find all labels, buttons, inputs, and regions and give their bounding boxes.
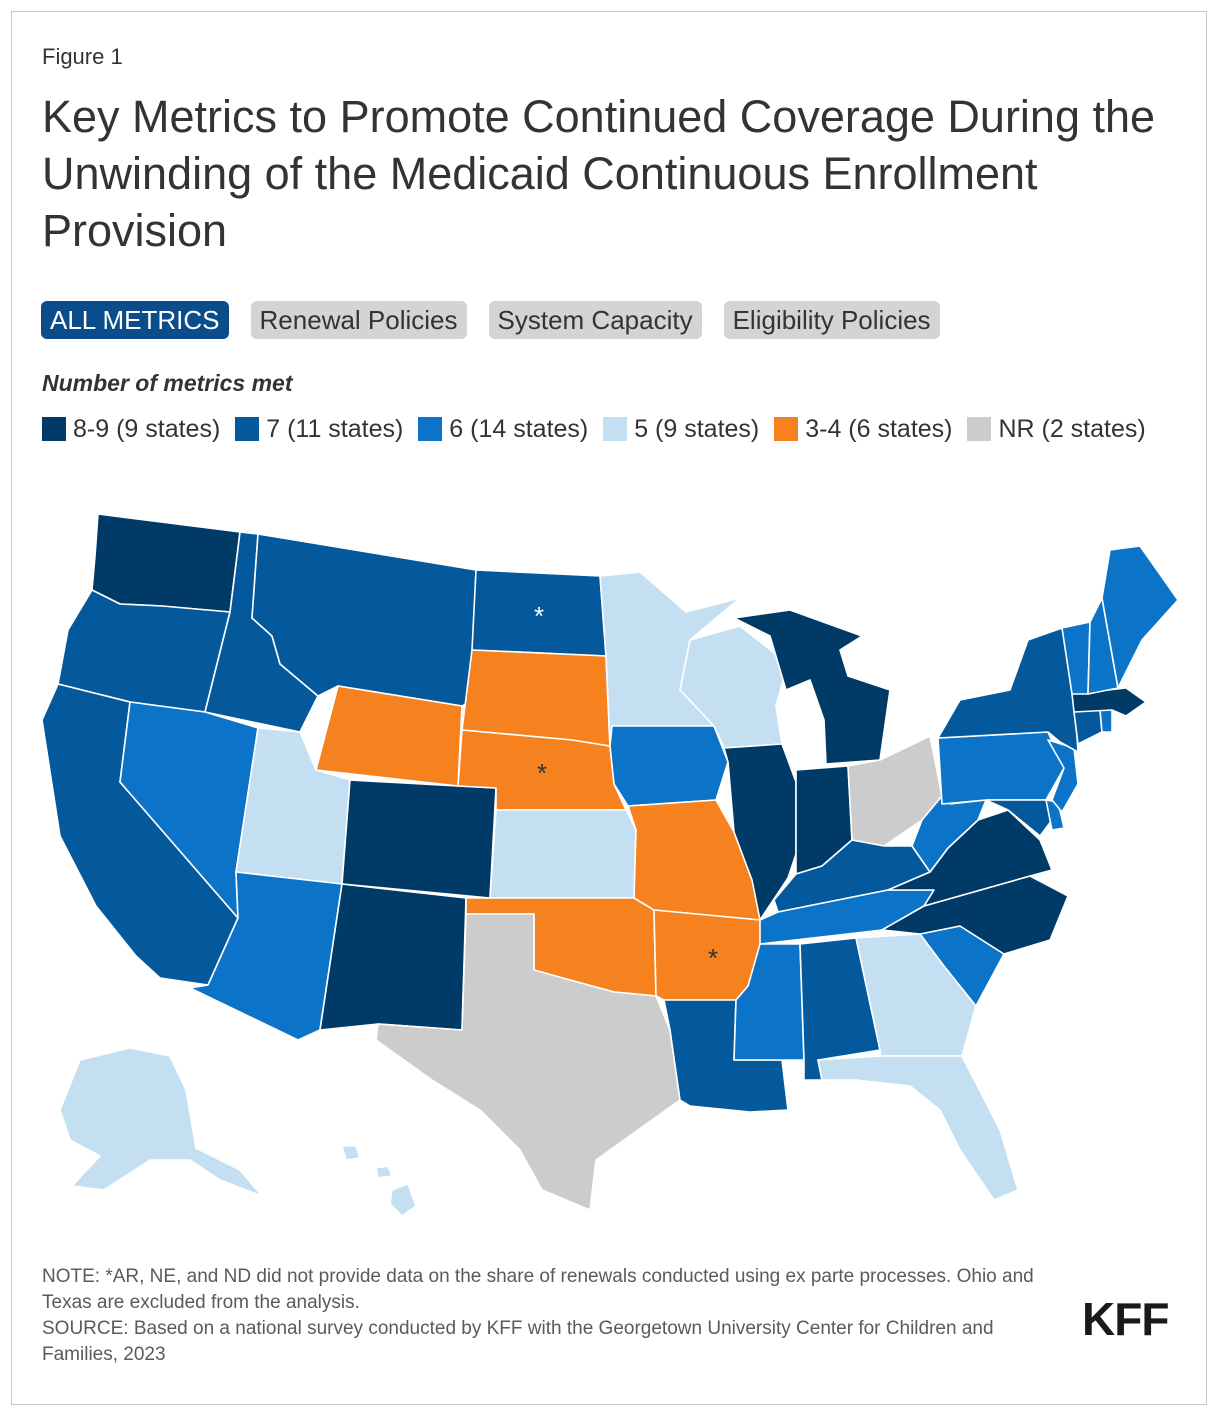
legend-label: 6 (14 states) xyxy=(449,415,589,443)
figure-label: Figure 1 xyxy=(42,44,123,69)
state-md[interactable] xyxy=(985,799,1053,837)
legend-label: 3-4 (6 states) xyxy=(805,415,953,443)
legend-swatch xyxy=(235,417,260,441)
legend-label: NR (2 states) xyxy=(998,415,1146,443)
asterisk-nd: * xyxy=(534,601,544,631)
state-me[interactable] xyxy=(1101,545,1179,689)
state-hi[interactable] xyxy=(389,1183,417,1217)
state-pa[interactable] xyxy=(937,731,1065,805)
tab-system-capacity[interactable]: System Capacity xyxy=(488,301,702,339)
state-ia[interactable] xyxy=(609,725,729,807)
legend-label: 8-9 (9 states) xyxy=(73,415,221,443)
legend: 8-9 (9 states) 7 (11 states) 6 (14 state… xyxy=(42,410,1182,448)
state-nm[interactable] xyxy=(319,883,467,1031)
tab-renewal-policies[interactable]: Renewal Policies xyxy=(250,301,467,339)
legend-swatch xyxy=(967,417,992,441)
legend-swatch xyxy=(418,417,443,441)
legend-item: 8-9 (9 states) xyxy=(42,415,220,443)
asterisk-ar: * xyxy=(708,943,718,973)
note-text: NOTE: *AR, NE, and ND did not provide da… xyxy=(42,1266,1034,1313)
state-co[interactable] xyxy=(341,779,497,899)
legend-swatch xyxy=(603,417,628,441)
footer-notes: NOTE: *AR, NE, and ND did not provide da… xyxy=(42,1264,1042,1368)
state-ks[interactable] xyxy=(489,809,637,899)
state-ma[interactable] xyxy=(1071,687,1147,717)
asterisk-ne: * xyxy=(537,758,547,788)
state-ny[interactable] xyxy=(937,627,1079,753)
legend-item: 3-4 (6 states) xyxy=(774,415,953,443)
tab-all-metrics[interactable]: ALL METRICS xyxy=(41,301,229,339)
tab-eligibility-policies[interactable]: Eligibility Policies xyxy=(723,301,940,339)
state-fl[interactable] xyxy=(817,1055,1019,1201)
metric-tabs: ALL METRICS Renewal Policies System Capa… xyxy=(41,301,940,339)
state-ak[interactable] xyxy=(59,1047,263,1197)
legend-swatch xyxy=(42,417,66,441)
state-hi[interactable] xyxy=(375,1165,393,1179)
legend-title: Number of metrics met xyxy=(42,370,293,396)
figure-title: Key Metrics to Promote Continued Coverag… xyxy=(42,91,1156,256)
legend-label: 7 (11 states) xyxy=(266,415,404,443)
legend-item: 5 (9 states) xyxy=(603,415,759,443)
legend-item: 7 (11 states) xyxy=(235,415,403,443)
legend-label: 5 (9 states) xyxy=(634,415,760,443)
state-ct[interactable] xyxy=(1073,709,1103,745)
legend-item: 6 (14 states) xyxy=(418,415,588,443)
state-ms[interactable] xyxy=(733,943,805,1061)
legend-item: NR (2 states) xyxy=(967,415,1146,443)
state-ri[interactable] xyxy=(1099,709,1113,733)
state-hi[interactable] xyxy=(341,1145,361,1161)
legend-swatch xyxy=(774,417,799,441)
kff-logo: KFF xyxy=(1082,1293,1169,1345)
state-wi[interactable] xyxy=(679,625,789,749)
state-wa[interactable] xyxy=(91,513,241,613)
state-tx[interactable] xyxy=(375,913,681,1211)
source-text: SOURCE: Based on a national survey condu… xyxy=(42,1318,994,1365)
